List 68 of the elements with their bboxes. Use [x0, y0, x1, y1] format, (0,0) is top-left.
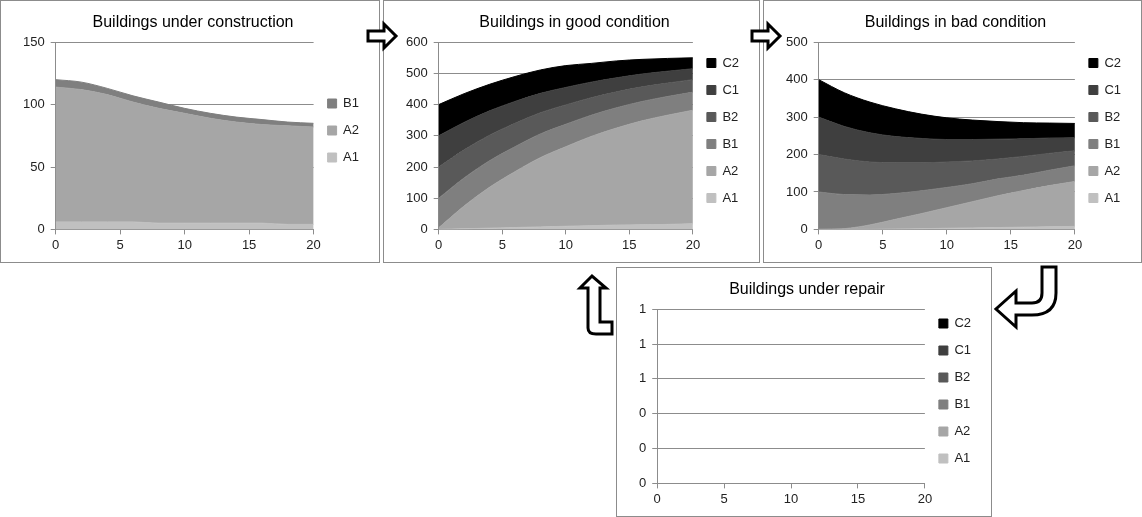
- legend-label: A1: [722, 189, 739, 205]
- y-tick-label: 300: [785, 108, 808, 124]
- x-tick-label: 15: [241, 236, 257, 252]
- legend-label: B1: [954, 396, 971, 412]
- chart-title: Buildings under construction: [92, 13, 294, 31]
- legend-label: C2: [1104, 54, 1122, 70]
- legend-label: B1: [722, 135, 739, 151]
- y-tick-label: 0: [37, 220, 45, 236]
- legend-label: A2: [954, 423, 971, 439]
- y-tick-label: 50: [30, 158, 45, 174]
- y-tick-label: 500: [405, 64, 428, 80]
- legend-label: A1: [1104, 189, 1121, 205]
- x-tick-label: 10: [558, 236, 574, 252]
- y-tick-label: 500: [785, 33, 808, 49]
- y-tick-label: 0: [639, 440, 647, 456]
- x-tick-label: 5: [879, 236, 887, 252]
- x-tick-label: 10: [783, 490, 799, 506]
- x-tick-label: 15: [1003, 236, 1019, 252]
- x-tick-label: 20: [917, 490, 933, 506]
- legend-label: B1: [1104, 135, 1121, 151]
- legend-label: A1: [954, 450, 971, 466]
- y-tick-label: 0: [639, 405, 647, 421]
- x-tick-label: 20: [1067, 236, 1083, 252]
- legend-label: A2: [1104, 162, 1121, 178]
- x-tick-label: 10: [939, 236, 955, 252]
- legend-label: A1: [343, 149, 360, 165]
- x-tick-label: 10: [177, 236, 192, 252]
- legend-label: A2: [722, 162, 739, 178]
- legend-label: B1: [343, 95, 360, 111]
- y-tick-label: 600: [405, 33, 428, 49]
- legend-label: B2: [1104, 108, 1121, 124]
- chart-title: Buildings under repair: [729, 280, 886, 298]
- y-tick-label: 300: [405, 127, 428, 143]
- y-tick-label: 400: [785, 71, 808, 87]
- y-tick-label: 100: [785, 183, 808, 199]
- y-tick-label: 200: [785, 146, 808, 162]
- x-tick-label: 5: [498, 236, 506, 252]
- chart-title: Buildings in bad condition: [864, 13, 1047, 31]
- x-tick-label: 20: [306, 236, 321, 252]
- x-tick-label: 0: [52, 236, 60, 252]
- y-tick-label: 1: [639, 370, 647, 386]
- x-tick-label: 0: [435, 236, 443, 252]
- y-tick-label: 100: [405, 189, 428, 205]
- y-tick-label: 150: [22, 33, 45, 49]
- y-tick-label: 100: [22, 96, 45, 112]
- legend-label: B2: [722, 108, 739, 124]
- y-tick-label: 0: [639, 474, 647, 490]
- x-tick-label: 5: [720, 490, 728, 506]
- legend-label: C2: [954, 315, 972, 331]
- x-tick-label: 20: [685, 236, 701, 252]
- y-tick-label: 200: [405, 158, 428, 174]
- x-tick-label: 0: [815, 236, 823, 252]
- legend-label: C1: [1104, 81, 1122, 97]
- x-tick-label: 0: [653, 490, 661, 506]
- chart-title: Buildings in good condition: [479, 13, 670, 31]
- y-tick-label: 1: [639, 335, 647, 351]
- legend-label: C1: [722, 81, 740, 97]
- legend-label: B2: [954, 369, 971, 385]
- x-tick-label: 5: [116, 236, 124, 252]
- y-tick-label: 400: [405, 96, 428, 112]
- x-tick-label: 15: [622, 236, 637, 252]
- x-tick-label: 15: [850, 490, 866, 506]
- legend-label: C2: [722, 54, 740, 70]
- legend-label: A2: [343, 122, 360, 138]
- y-tick-label: 1: [639, 300, 647, 316]
- legend-label: C1: [954, 342, 972, 358]
- y-tick-label: 0: [800, 220, 808, 236]
- y-tick-label: 0: [420, 220, 428, 236]
